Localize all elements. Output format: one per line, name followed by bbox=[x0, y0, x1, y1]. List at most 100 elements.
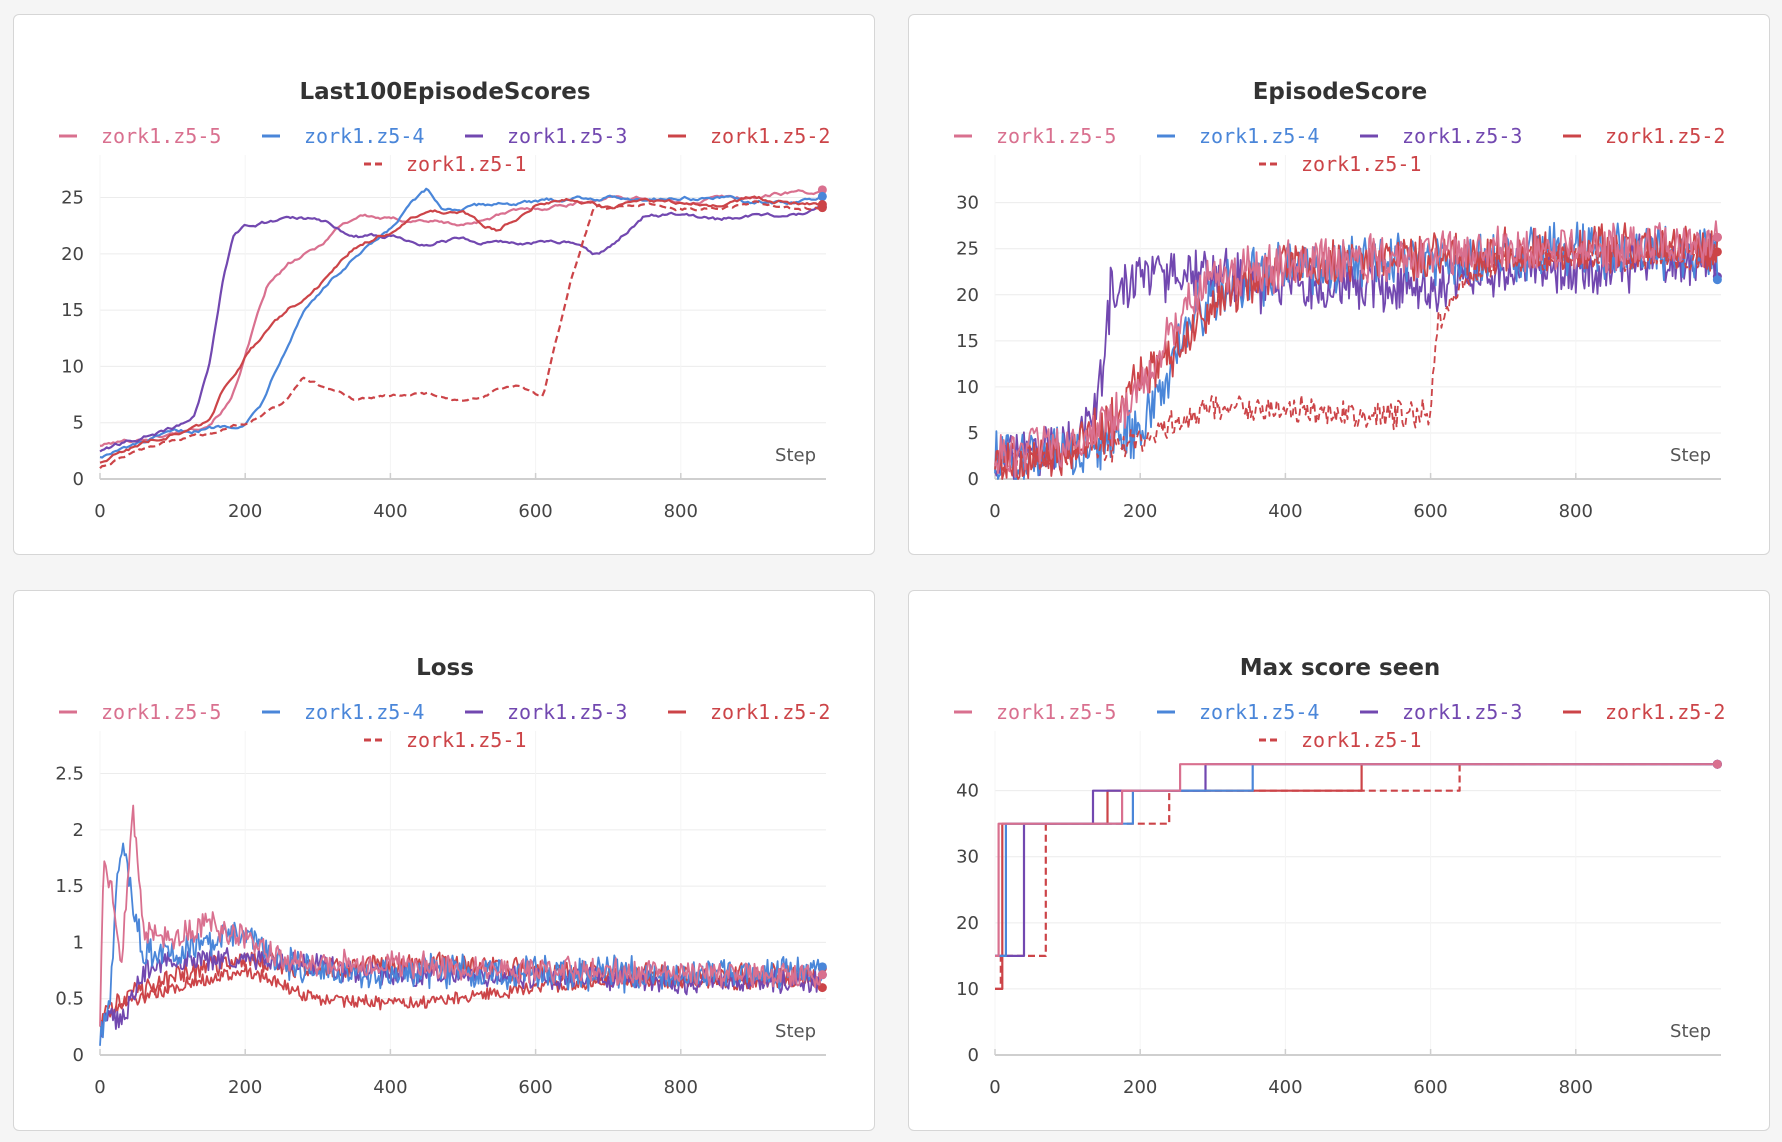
series-line-zork1-z5-5 bbox=[99, 188, 823, 447]
legend-item-zork1-z5-3[interactable]: zork1.z5-3 bbox=[465, 700, 627, 724]
x-tick-label: 800 bbox=[664, 501, 698, 522]
chart-title: Loss bbox=[416, 655, 474, 681]
legend-item-zork1-z5-4[interactable]: zork1.z5-4 bbox=[262, 700, 424, 724]
series-line-zork1-z5-2 bbox=[995, 763, 1718, 990]
chart-last100episodescores: Last100EpisodeScores zork1.z5-5 zork1.z5-4… bbox=[59, 79, 830, 522]
chart-panel-max-score-seen: Max score seen zork1.z5-5 zork1.z5-4 zork1.… bbox=[908, 590, 1770, 1131]
y-tick-label: 25 bbox=[956, 239, 979, 260]
legend-item-zork1-z5-2[interactable]: zork1.z5-2 bbox=[668, 700, 830, 724]
x-axis-label: Step bbox=[1670, 1021, 1711, 1042]
legend-label: zork1.z5-4 bbox=[304, 700, 424, 724]
chart-panel-last100episodescores: Last100EpisodeScores zork1.z5-5 zork1.z5-4… bbox=[13, 14, 875, 555]
x-tick-label: 800 bbox=[1559, 501, 1593, 522]
series-line-zork1-z5-3 bbox=[995, 763, 1718, 957]
series-line-zork1-z5-5 bbox=[994, 220, 1719, 478]
series-end-point-zork1-z5-1 bbox=[1712, 247, 1722, 257]
y-tick-label: 20 bbox=[956, 285, 979, 306]
legend-item-zork1-z5-2[interactable]: zork1.z5-2 bbox=[1563, 124, 1725, 148]
x-tick-label: 400 bbox=[1268, 1077, 1302, 1098]
legend-item-zork1-z5-4[interactable]: zork1.z5-4 bbox=[1157, 700, 1319, 724]
chart-title: Last100EpisodeScores bbox=[299, 79, 590, 105]
legend-label: zork1.z5-1 bbox=[406, 728, 526, 752]
x-tick-label: 800 bbox=[664, 1077, 698, 1098]
legend-label: zork1.z5-1 bbox=[1301, 152, 1421, 176]
legend-item-zork1-z5-5[interactable]: zork1.z5-5 bbox=[954, 700, 1116, 724]
series-end-point-zork1-z5-4 bbox=[1712, 275, 1722, 285]
x-tick-label: 0 bbox=[94, 1077, 105, 1098]
legend-item-zork1-z5-3[interactable]: zork1.z5-3 bbox=[465, 124, 627, 148]
x-tick-label: 600 bbox=[1413, 501, 1447, 522]
x-tick-label: 600 bbox=[518, 1077, 552, 1098]
series-line-zork1-z5-1 bbox=[994, 241, 1719, 472]
x-tick-label: 400 bbox=[1268, 501, 1302, 522]
legend-item-zork1-z5-3[interactable]: zork1.z5-3 bbox=[1360, 700, 1522, 724]
x-tick-label: 600 bbox=[518, 501, 552, 522]
series-line-zork1-z5-5 bbox=[995, 763, 1718, 957]
x-tick-label: 200 bbox=[228, 1077, 262, 1098]
series-line-zork1-z5-4 bbox=[995, 763, 1718, 957]
y-tick-label: 0 bbox=[968, 1045, 979, 1066]
series-line-zork1-z5-4 bbox=[99, 842, 824, 1046]
legend-item-zork1-z5-5[interactable]: zork1.z5-5 bbox=[59, 700, 221, 724]
x-tick-label: 200 bbox=[228, 501, 262, 522]
y-tick-label: 5 bbox=[968, 423, 979, 444]
legend-item-zork1-z5-4[interactable]: zork1.z5-4 bbox=[262, 124, 424, 148]
series-end-point-zork1-z5-5 bbox=[817, 185, 827, 195]
y-tick-label: 10 bbox=[956, 377, 979, 398]
series-line-zork1-z5-5 bbox=[99, 804, 824, 1027]
y-tick-label: 0 bbox=[73, 1045, 84, 1066]
chart-panel-episodescore: EpisodeScore zork1.z5-5 zork1.z5-4 zork1.z5… bbox=[908, 14, 1770, 555]
legend-label: zork1.z5-1 bbox=[406, 152, 526, 176]
y-tick-label: 2.5 bbox=[55, 764, 84, 785]
legend-label: zork1.z5-2 bbox=[710, 700, 830, 724]
legend-item-zork1-z5-2[interactable]: zork1.z5-2 bbox=[1563, 700, 1725, 724]
legend-label: zork1.z5-4 bbox=[304, 124, 424, 148]
chart-max-score-seen: Max score seen zork1.z5-5 zork1.z5-4 zork1.… bbox=[954, 655, 1725, 1098]
legend-label: zork1.z5-2 bbox=[1605, 700, 1725, 724]
y-tick-label: 1 bbox=[73, 932, 84, 953]
y-tick-label: 0 bbox=[73, 469, 84, 490]
legend-label: zork1.z5-5 bbox=[101, 700, 221, 724]
legend-item-zork1-z5-5[interactable]: zork1.z5-5 bbox=[59, 124, 221, 148]
legend-item-zork1-z5-1[interactable]: zork1.z5-1 bbox=[1259, 152, 1421, 176]
series-end-point-zork1-z5-5 bbox=[1712, 232, 1722, 242]
x-axis-label: Step bbox=[1670, 445, 1711, 466]
x-axis-label: Step bbox=[775, 445, 816, 466]
legend-label: zork1.z5-3 bbox=[1402, 700, 1522, 724]
series-line-zork1-z5-3 bbox=[99, 946, 823, 1038]
legend-item-zork1-z5-5[interactable]: zork1.z5-5 bbox=[954, 124, 1116, 148]
x-tick-label: 0 bbox=[989, 1077, 1000, 1098]
y-tick-label: 30 bbox=[956, 847, 979, 868]
legend-label: zork1.z5-4 bbox=[1199, 124, 1319, 148]
legend-item-zork1-z5-1[interactable]: zork1.z5-1 bbox=[1259, 728, 1421, 752]
legend-item-zork1-z5-3[interactable]: zork1.z5-3 bbox=[1360, 124, 1522, 148]
x-tick-label: 200 bbox=[1123, 1077, 1157, 1098]
series-line-zork1-z5-1 bbox=[99, 200, 823, 469]
x-tick-label: 800 bbox=[1559, 1077, 1593, 1098]
legend-item-zork1-z5-1[interactable]: zork1.z5-1 bbox=[364, 152, 526, 176]
legend-label: zork1.z5-5 bbox=[996, 700, 1116, 724]
series-end-point-zork1-z5-1 bbox=[817, 203, 827, 213]
chart-episodescore: EpisodeScore zork1.z5-5 zork1.z5-4 zork1.z5… bbox=[954, 79, 1725, 522]
chart-title: Max score seen bbox=[1240, 655, 1441, 681]
y-tick-label: 0.5 bbox=[55, 989, 84, 1010]
legend-item-zork1-z5-4[interactable]: zork1.z5-4 bbox=[1157, 124, 1319, 148]
series-end-point-zork1-z5-5 bbox=[817, 970, 827, 980]
series-line-zork1-z5-2 bbox=[99, 195, 823, 464]
y-tick-label: 2 bbox=[73, 820, 84, 841]
legend-item-zork1-z5-1[interactable]: zork1.z5-1 bbox=[364, 728, 526, 752]
x-tick-label: 400 bbox=[373, 501, 407, 522]
legend-label: zork1.z5-3 bbox=[507, 700, 627, 724]
series-line-zork1-z5-1 bbox=[99, 963, 823, 1026]
y-tick-label: 25 bbox=[61, 188, 84, 209]
series-line-zork1-z5-3 bbox=[99, 205, 823, 453]
y-tick-label: 20 bbox=[61, 244, 84, 265]
legend-item-zork1-z5-2[interactable]: zork1.z5-2 bbox=[668, 124, 830, 148]
legend-label: zork1.z5-2 bbox=[710, 124, 830, 148]
legend-label: zork1.z5-3 bbox=[507, 124, 627, 148]
y-tick-label: 15 bbox=[956, 331, 979, 352]
y-tick-label: 40 bbox=[956, 781, 979, 802]
y-tick-label: 10 bbox=[956, 979, 979, 1000]
legend-label: zork1.z5-5 bbox=[996, 124, 1116, 148]
series-line-zork1-z5-3 bbox=[994, 233, 1719, 480]
